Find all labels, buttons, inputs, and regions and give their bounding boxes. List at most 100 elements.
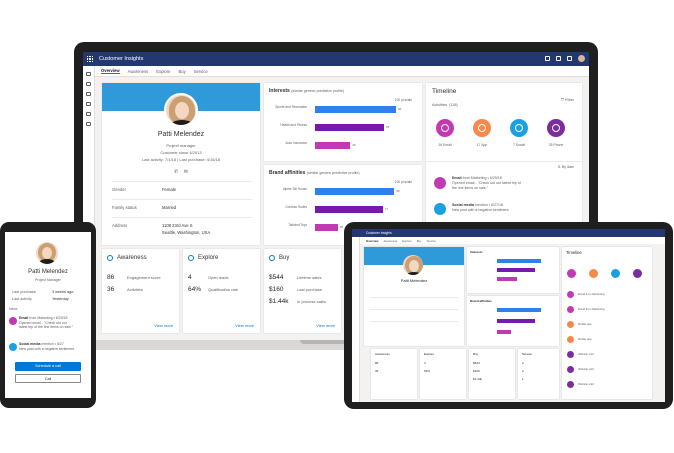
- profile-card: Patti Melendez Project manager Customer …: [102, 83, 260, 245]
- metric-row: 64% Qualification rate: [188, 286, 239, 293]
- email-icon: [434, 177, 446, 189]
- email-channel-icon[interactable]: [567, 269, 576, 278]
- phone-timeline-item[interactable]: Social media mention • 6/27 New post wit…: [9, 342, 89, 351]
- social-channel-icon[interactable]: [611, 269, 620, 278]
- timeline-dot-icon: [567, 291, 574, 298]
- field-address: Address 1108 23rd Ave S Seattle, Washing…: [112, 217, 252, 239]
- buy-icon: [269, 255, 275, 261]
- explore-card: Explore 4 Open leads 64% Qualification rat…: [183, 249, 260, 333]
- profile-title: Project manager: [166, 143, 196, 148]
- tablet-metric: 2: [522, 369, 524, 373]
- schedule-call-button[interactable]: Schedule a call: [15, 362, 81, 371]
- tablet-card-title: Buy: [473, 352, 479, 356]
- tab-service[interactable]: Service: [193, 68, 208, 74]
- tablet-timeline-item[interactable]: Website visit: [578, 382, 594, 386]
- search-icon[interactable]: [545, 56, 550, 61]
- bar-value: 77: [384, 207, 389, 211]
- contact-actions: ✆ ✉: [102, 169, 260, 175]
- tablet-timeline-item[interactable]: Website visit: [578, 352, 594, 356]
- people-icon[interactable]: [86, 92, 91, 96]
- phone-channel-icon[interactable]: [547, 119, 565, 137]
- bar[interactable]: [315, 224, 338, 231]
- interests-title: Interests (similar generic predictive pr…: [269, 88, 344, 94]
- bar-label: Tailwind Toys: [288, 223, 307, 227]
- tablet-timeline-item[interactable]: Email from Marketing: [578, 307, 605, 311]
- tablet-tab[interactable]: Awareness: [383, 239, 398, 243]
- app-channel-icon[interactable]: [473, 119, 491, 137]
- buy-card: Buy $544 Lifetime sales $160 Last purchase…: [264, 249, 341, 333]
- timeline-item[interactable]: Email from Marketing • 6/29/18 Opened em…: [452, 176, 521, 190]
- bar-row: Alpine Ski House 90: [269, 187, 417, 197]
- menu-icon[interactable]: [86, 72, 91, 76]
- bar[interactable]: [315, 142, 351, 149]
- timeline-dot-icon: [567, 351, 574, 358]
- phone-icon[interactable]: ✆: [174, 169, 179, 175]
- tablet-tab[interactable]: Buy: [416, 239, 422, 243]
- view-more-link[interactable]: View more: [235, 323, 254, 328]
- settings-icon[interactable]: [556, 56, 561, 61]
- phone-channel-icon[interactable]: [633, 269, 642, 278]
- metric-row: 36 Activities: [107, 286, 143, 293]
- tablet-timeline-item[interactable]: Mobile app: [578, 337, 592, 341]
- bar-value: 26: [339, 225, 344, 229]
- tab-bar: Overview Awareness Explore Buy Service: [95, 66, 589, 77]
- tab-awareness[interactable]: Awareness: [127, 68, 149, 74]
- phone-field: Last purchase 3 weeks ago: [12, 290, 74, 294]
- tablet-metric: 36: [375, 369, 379, 373]
- tab-explore[interactable]: Explore: [156, 68, 171, 74]
- tablet-card-title: Service: [522, 352, 533, 356]
- tablet-profile-name: Patti Melendez: [400, 278, 428, 283]
- metric-row: $160 Last purchase: [269, 286, 323, 293]
- bar-row: Contoso Suites 77: [269, 205, 417, 215]
- tablet-tab[interactable]: Explore: [402, 239, 412, 243]
- scale-label: 100 pt scale: [394, 180, 412, 184]
- bar-label: Sports and Recreation: [275, 105, 307, 109]
- phone-profile-photo: [36, 242, 58, 264]
- tablet-brand-title: Brand affinities: [470, 299, 492, 303]
- tablet-timeline-title: Timeline: [566, 250, 582, 255]
- call-button[interactable]: Call: [15, 374, 81, 383]
- bar[interactable]: [315, 188, 395, 195]
- view-more-link[interactable]: View more: [316, 323, 335, 328]
- tablet-tab[interactable]: Service: [426, 239, 436, 243]
- bar[interactable]: [315, 124, 384, 131]
- tablet-timeline-item[interactable]: Mobile app: [578, 322, 592, 326]
- tablet-tab[interactable]: Overview: [366, 239, 379, 243]
- user-avatar[interactable]: [578, 55, 585, 62]
- chart-icon[interactable]: [86, 112, 91, 116]
- tab-buy[interactable]: Buy: [178, 68, 186, 74]
- timeline-dot-icon: [567, 336, 574, 343]
- segments-icon[interactable]: [86, 102, 91, 106]
- tab-overview[interactable]: Overview: [101, 68, 120, 74]
- filter-button[interactable]: ⛉ Filter: [560, 97, 574, 102]
- help-icon[interactable]: [567, 56, 572, 61]
- app-topbar: Customer Insights: [83, 52, 589, 66]
- email-channel-icon[interactable]: [436, 119, 454, 137]
- mail-icon[interactable]: ✉: [183, 169, 188, 175]
- timeline-title: Timeline: [432, 88, 457, 95]
- bar[interactable]: [315, 106, 396, 113]
- social-channel-icon[interactable]: [510, 119, 528, 137]
- activity-summary: Last activity: 7/1/18 | Last purchase: 4…: [141, 157, 221, 162]
- home-icon[interactable]: [86, 82, 91, 86]
- phone-timeline-item[interactable]: Email from Marketing • 6/29/18 Opened em…: [9, 316, 89, 330]
- tablet-metric: 2: [522, 361, 524, 365]
- tablet-timeline-item[interactable]: Website visit: [578, 367, 594, 371]
- field-value: Female: [162, 187, 176, 192]
- view-more-link[interactable]: View more: [154, 323, 173, 328]
- waffle-icon[interactable]: [87, 56, 93, 62]
- bar-value: 78: [385, 125, 389, 129]
- field-gender: Gender Female: [112, 181, 252, 197]
- tablet-tab-bar: Overview Awareness Explore Buy Service: [360, 237, 665, 244]
- tablet-screen: Customer Insights Overview Awareness Exp…: [352, 229, 665, 402]
- bar-row: Health and Fitness 78: [269, 123, 417, 133]
- sort-control[interactable]: ⇅ By date: [557, 165, 574, 169]
- settings-rail-icon[interactable]: [86, 122, 91, 126]
- bar[interactable]: [315, 206, 383, 213]
- tablet-timeline-item[interactable]: Email from Marketing: [578, 292, 605, 296]
- timeline-item[interactable]: Social media mention • 6/27/18 New post …: [452, 203, 510, 212]
- app-channel-icon[interactable]: [589, 269, 598, 278]
- scale-label: 100 pt scale: [394, 98, 412, 102]
- tablet-card-title: Awareness: [375, 352, 390, 356]
- bar-row: Tailwind Toys 26: [269, 223, 417, 233]
